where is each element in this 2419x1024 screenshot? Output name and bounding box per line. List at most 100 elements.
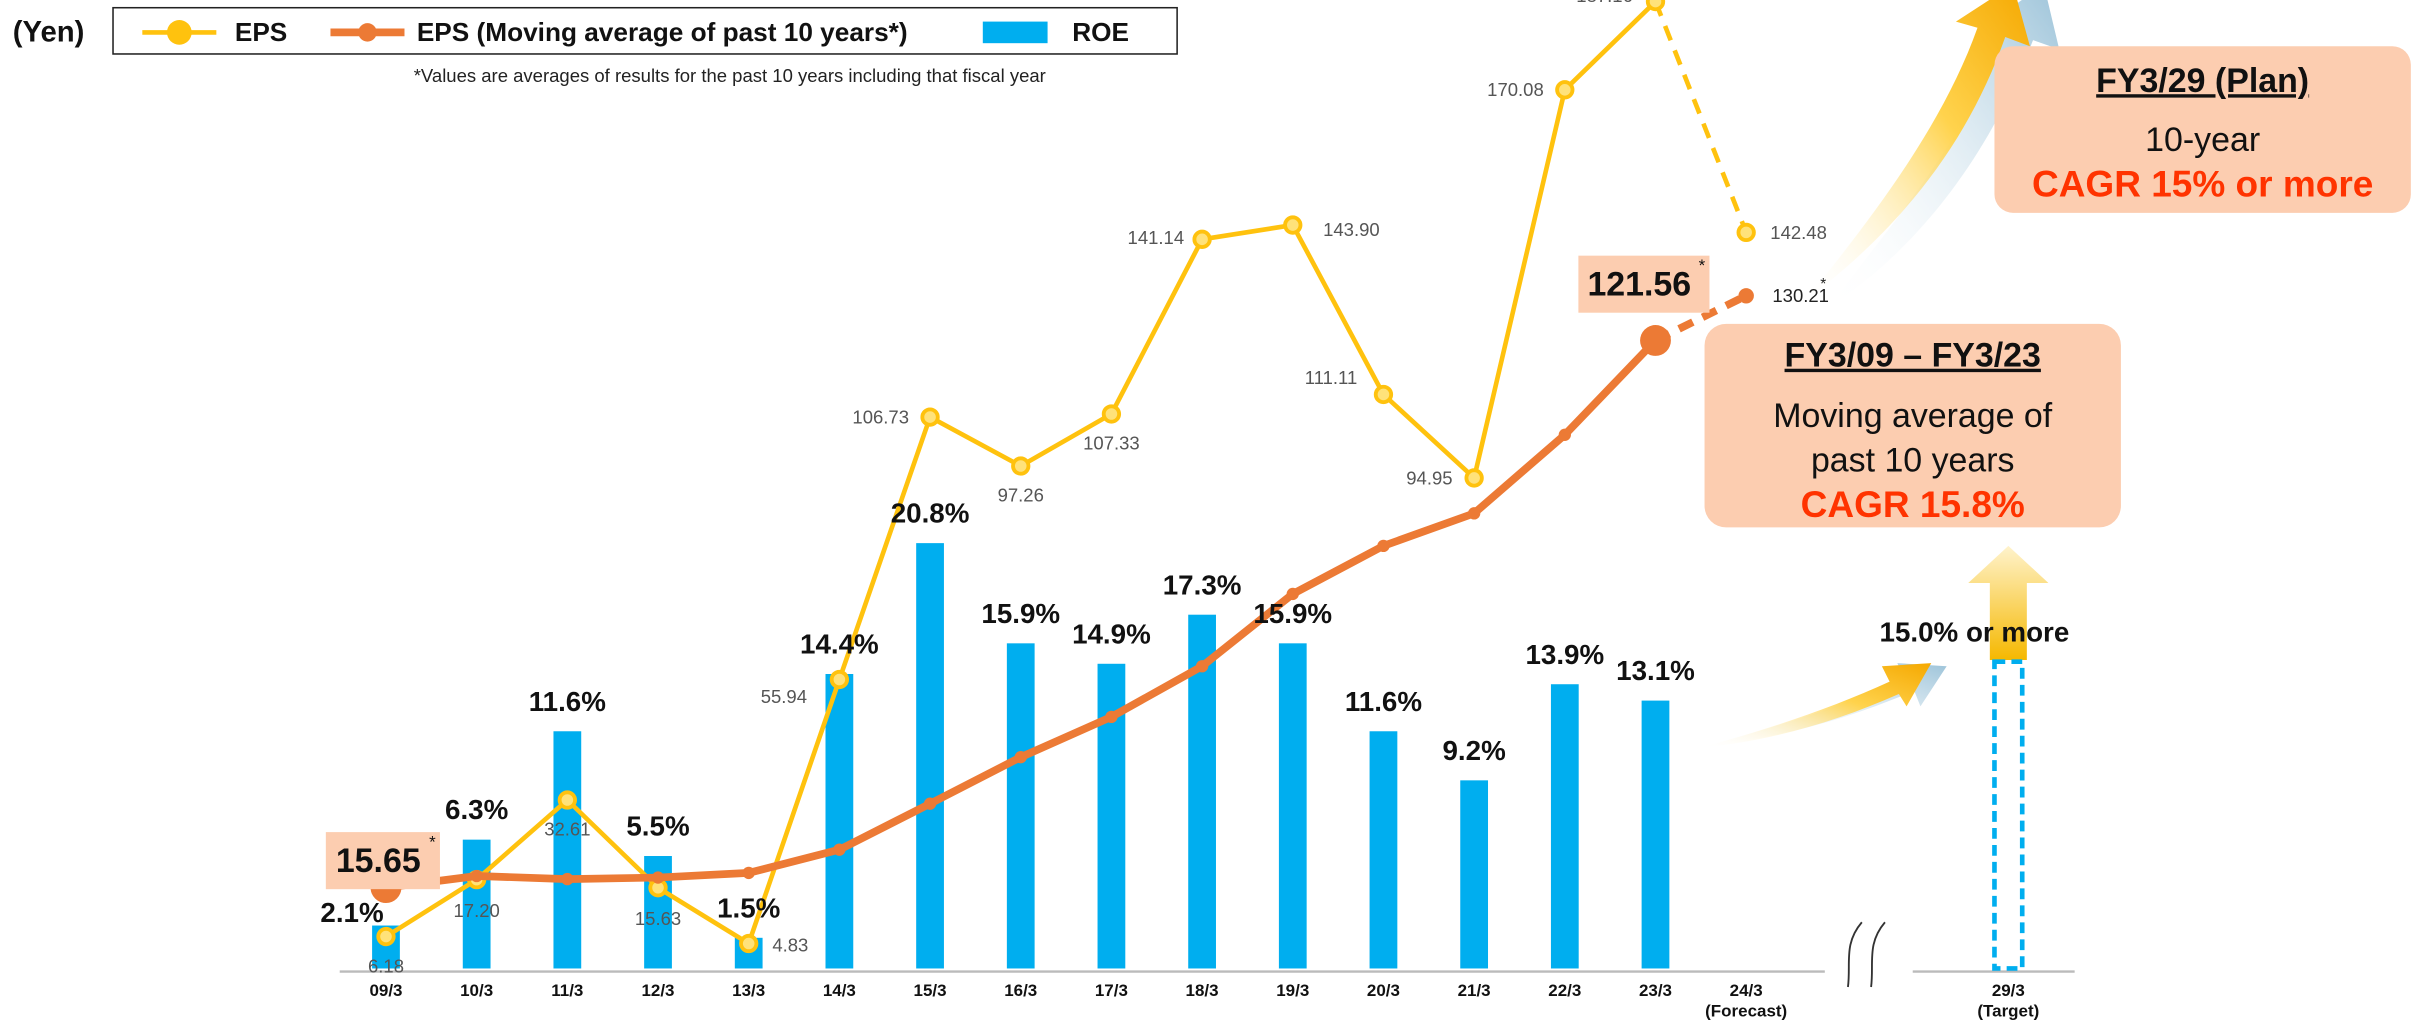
line-value-label: 187.16 — [1576, 0, 1633, 6]
legend-label: EPS — [235, 17, 287, 47]
bar — [1642, 701, 1670, 969]
series-point — [1285, 217, 1300, 232]
annotation-highlight: CAGR 15% or more — [2032, 162, 2373, 204]
bar-value-label: 13.9% — [1525, 639, 1604, 670]
bar-value-label: 2.1% — [320, 897, 383, 928]
bar — [826, 674, 854, 968]
series-point — [1640, 325, 1671, 356]
series-point — [1648, 0, 1663, 9]
bar-value-label: 5.5% — [626, 811, 689, 842]
line-value-label: 17.20 — [454, 900, 500, 921]
series-point — [1466, 470, 1481, 485]
series-point — [1104, 406, 1119, 421]
series-point — [741, 936, 756, 951]
series-point — [1194, 232, 1209, 247]
line-value-label: 4.83 — [772, 935, 808, 956]
bar — [1279, 643, 1307, 968]
series-point — [1013, 458, 1028, 473]
bar-value-label: 9.2% — [1443, 735, 1506, 766]
annotation-text: Moving average of — [1773, 397, 2053, 435]
line-value-label: 107.33 — [1083, 433, 1140, 454]
chart: (Yen) *Values are averages of results fo… — [0, 0, 2419, 1024]
bar-value-label: 15.0% or more — [1880, 616, 2070, 647]
line-value-label: 142.48 — [1770, 222, 1827, 243]
legend-label: ROE — [1072, 17, 1129, 47]
arrow-small — [1700, 663, 1931, 748]
series-point — [1468, 507, 1480, 519]
series-point — [1557, 82, 1572, 97]
series-point — [832, 672, 847, 687]
line-value-label: 97.26 — [998, 485, 1044, 506]
line-value-label: 106.73 — [852, 407, 909, 428]
series-point — [652, 871, 664, 883]
series-point — [1377, 540, 1389, 552]
bar-value-label: 17.3% — [1163, 569, 1242, 600]
line-value-label: 15.63 — [635, 908, 681, 929]
series-point — [1738, 225, 1753, 240]
bar-value-label: 20.8% — [891, 498, 970, 529]
x-tick-label-box: 29/3 (Target) — [1947, 982, 2070, 1024]
series-line-forecast — [1655, 2, 1746, 233]
annotation-title: FY3/09 – FY3/23 — [1785, 337, 2041, 375]
line-value-label: 111.11 — [1305, 367, 1357, 388]
line-value-label: 143.90 — [1323, 219, 1380, 240]
bar-value-label: 11.6% — [1345, 686, 1422, 717]
line-value-label: 6.18 — [368, 955, 404, 976]
bar-value-label: 15.9% — [981, 598, 1060, 629]
series-point — [1738, 288, 1753, 303]
x-tick-label: 24/3 (Forecast) — [1684, 982, 1807, 1022]
bar-value-label: 6.3% — [445, 794, 508, 825]
footnote-mark: * — [1699, 256, 1706, 275]
series-point — [378, 929, 393, 944]
series-point — [561, 873, 573, 885]
bars-layer — [372, 543, 2022, 968]
annotation-highlight: CAGR 15.8% — [1801, 483, 2025, 525]
series-point — [1105, 711, 1117, 723]
line-value-label: 55.94 — [761, 686, 807, 707]
bar-value-label: 1.5% — [717, 892, 780, 923]
footnote: *Values are averages of results for the … — [414, 65, 1046, 86]
bar — [553, 731, 581, 968]
series-point — [833, 843, 845, 855]
line-value-label: 94.95 — [1406, 467, 1452, 488]
footnote-mark: * — [429, 832, 436, 851]
bar — [1460, 780, 1488, 968]
footnote-mark: * — [1820, 276, 1826, 293]
annotation-text: 10-year — [2145, 121, 2260, 159]
series-point — [1376, 387, 1391, 402]
series-point — [470, 870, 482, 882]
line-value-label: 170.08 — [1487, 79, 1544, 100]
x-tick-label-box: 24/3 (Forecast) — [1684, 982, 1807, 1024]
axis-break — [1848, 922, 1885, 987]
line-value-label: 121.56 — [1587, 265, 1691, 303]
line-value-label: 141.14 — [1128, 227, 1185, 248]
series-point — [1015, 751, 1027, 763]
series-point — [1559, 429, 1571, 441]
annotation-title: FY3/29 (Plan) — [2096, 62, 2309, 100]
legend-marker — [358, 23, 377, 42]
bar — [1007, 643, 1035, 968]
bar — [1994, 662, 2022, 969]
page: {"chart_data": { "type": "combo", "unit_… — [0, 0, 2419, 1024]
unit-label: (Yen) — [13, 16, 85, 49]
bar — [1370, 731, 1398, 968]
bar-value-label: 15.9% — [1253, 598, 1332, 629]
bar-value-label: 13.1% — [1616, 655, 1695, 686]
legend-marker — [167, 20, 192, 45]
line-value-label: 15.65 — [336, 842, 421, 880]
series-point — [743, 867, 755, 879]
bar-value-label: 14.9% — [1072, 618, 1151, 649]
bar-value-label: 14.4% — [800, 629, 879, 660]
legend-swatch — [983, 22, 1048, 44]
series-point — [1196, 660, 1208, 672]
bar-value-label: 11.6% — [529, 686, 606, 717]
line-value-label: 32.61 — [544, 819, 590, 840]
x-tick-label: 29/3 (Target) — [1947, 982, 2070, 1022]
lines-layer — [371, 0, 1754, 951]
bar — [1551, 684, 1579, 968]
series-point — [560, 792, 575, 807]
series-point — [924, 798, 936, 810]
series-point — [922, 409, 937, 424]
annotation-text: past 10 years — [1811, 442, 2015, 480]
bar — [916, 543, 944, 968]
